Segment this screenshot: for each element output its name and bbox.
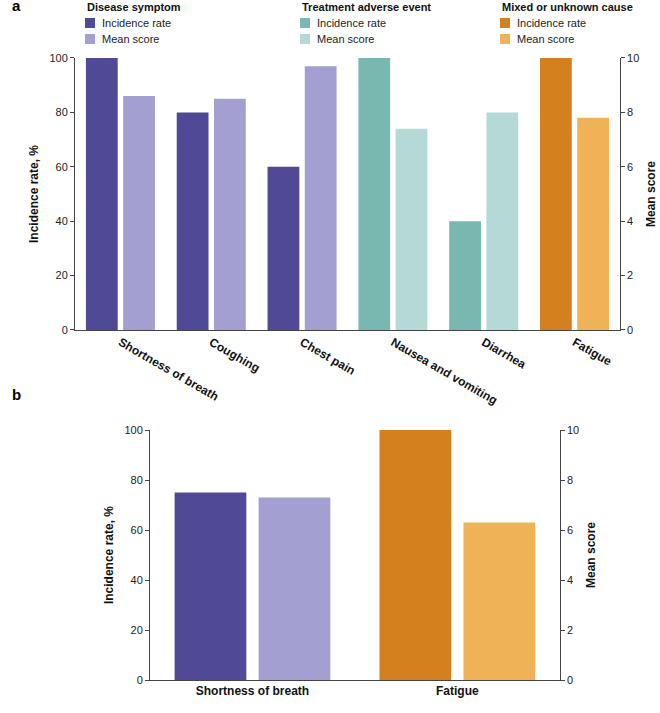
svg-text:4: 4 [567, 574, 573, 586]
svg-text:Fatigue: Fatigue [436, 684, 479, 698]
svg-text:Incidence rate: Incidence rate [517, 17, 586, 29]
svg-text:Mean score: Mean score [584, 522, 598, 588]
svg-text:40: 40 [56, 215, 68, 227]
svg-text:b: b [12, 386, 21, 403]
svg-text:0: 0 [137, 674, 143, 686]
svg-text:Incidence rate: Incidence rate [102, 17, 171, 29]
svg-text:Mean score: Mean score [317, 33, 374, 45]
svg-text:Treatment adverse event: Treatment adverse event [302, 1, 431, 13]
svg-text:40: 40 [131, 574, 143, 586]
svg-text:20: 20 [131, 624, 143, 636]
svg-text:6: 6 [567, 524, 573, 536]
svg-text:10: 10 [627, 52, 639, 64]
svg-text:Mixed or unknown cause: Mixed or unknown cause [502, 1, 633, 13]
svg-text:60: 60 [131, 524, 143, 536]
svg-text:Coughing: Coughing [207, 335, 262, 375]
svg-text:Chest pain: Chest pain [298, 335, 358, 378]
svg-text:8: 8 [567, 474, 573, 486]
svg-text:Incidence rate: Incidence rate [317, 17, 386, 29]
svg-text:Diarrhea: Diarrhea [479, 335, 528, 372]
svg-text:2: 2 [627, 269, 633, 281]
svg-text:Mean score: Mean score [517, 33, 574, 45]
svg-text:Mean score: Mean score [102, 33, 159, 45]
svg-text:Disease symptom: Disease symptom [87, 1, 181, 13]
svg-text:Incidence rate, %: Incidence rate, % [102, 506, 116, 604]
svg-text:8: 8 [627, 106, 633, 118]
svg-text:0: 0 [62, 324, 68, 336]
svg-text:Mean score: Mean score [644, 161, 658, 227]
svg-text:4: 4 [627, 215, 633, 227]
svg-text:Shortness of breath: Shortness of breath [196, 684, 309, 698]
svg-text:Nausea and vomiting: Nausea and vomiting [388, 335, 500, 407]
svg-text:Fatigue: Fatigue [570, 335, 614, 369]
svg-text:80: 80 [131, 474, 143, 486]
svg-text:80: 80 [56, 106, 68, 118]
svg-text:2: 2 [567, 624, 573, 636]
svg-text:6: 6 [627, 161, 633, 173]
svg-text:0: 0 [567, 674, 573, 686]
svg-text:100: 100 [124, 424, 142, 436]
svg-text:20: 20 [56, 269, 68, 281]
svg-text:10: 10 [567, 424, 579, 436]
svg-text:100: 100 [49, 52, 67, 64]
svg-text:60: 60 [56, 161, 68, 173]
svg-text:Incidence rate, %: Incidence rate, % [27, 145, 41, 243]
svg-text:0: 0 [627, 324, 633, 336]
svg-text:Shortness of breath: Shortness of breath [116, 335, 221, 404]
svg-text:a: a [12, 0, 21, 14]
